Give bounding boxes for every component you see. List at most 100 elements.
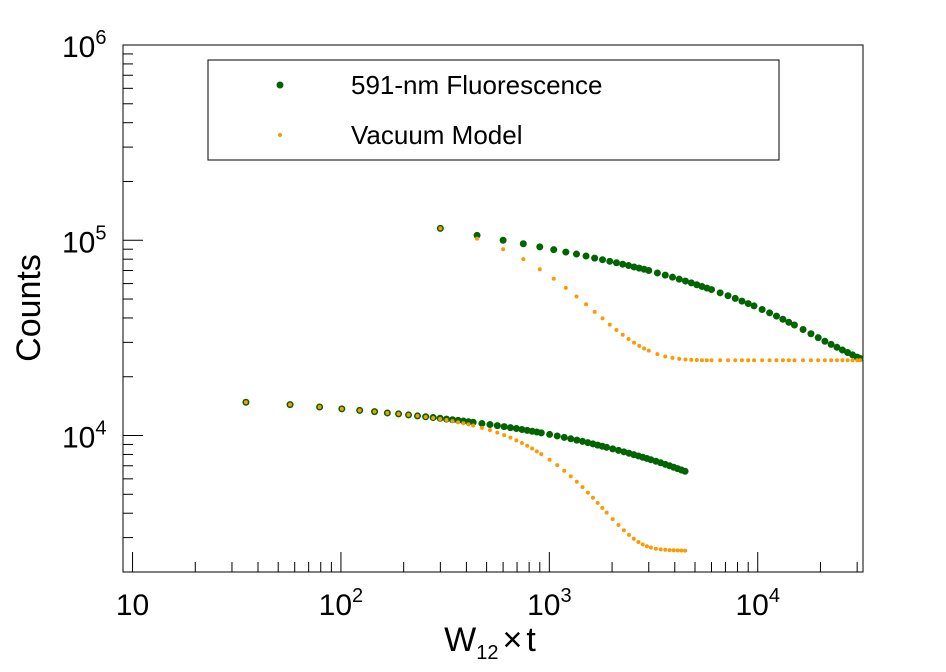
data-point [609,445,617,453]
data-point [479,425,484,430]
data-point [636,539,641,544]
data-point [562,248,570,256]
data-point [838,346,846,354]
data-point [667,548,672,553]
data-point [487,428,492,433]
data-point [584,302,589,307]
data-point [610,517,615,522]
axis-ticks [122,44,858,573]
data-point [790,321,798,329]
data-point [716,289,724,297]
data-point [288,402,293,407]
data-point [595,500,600,505]
data-point [779,315,787,323]
data-point [600,505,605,510]
data-point [792,358,797,363]
data-point [646,348,651,353]
data-point [799,326,807,334]
data-point [574,479,579,484]
data-point [648,545,653,550]
data-point [785,318,793,326]
legend-label-vacuum-model: Vacuum Model [351,120,523,150]
data-point [582,252,590,260]
y-tick-label: 105 [62,222,107,259]
data-point [438,417,443,422]
data-point [243,400,248,405]
data-point [653,269,661,277]
data-point [539,452,544,457]
data-point [456,420,461,425]
data-point [475,236,480,241]
data-point [501,247,506,252]
data-point [357,408,362,413]
data-point [534,449,539,454]
data-point [675,275,683,283]
data-point [807,330,815,338]
data-point [317,404,322,409]
data-point [592,309,597,314]
data-point [739,358,744,363]
data-point [471,423,476,428]
data-point [521,257,526,262]
data-point [677,356,682,361]
data-point [675,548,680,553]
data-point [699,358,704,363]
data-point [642,346,647,351]
data-point [694,358,699,363]
data-point [681,467,689,475]
data-point [574,294,579,299]
tick-labels: 10 102 103 104 104 105 106 [62,27,780,622]
data-point [822,358,827,363]
data-point [563,285,568,290]
data-point [758,305,766,313]
data-point [530,446,535,451]
data-point [738,297,746,305]
data-point [546,430,554,438]
data-point [431,415,436,420]
data-point [603,443,611,451]
legend-marker-vacuum-model [278,133,282,137]
data-point [550,246,558,254]
data-point [671,548,676,553]
data-point [670,355,675,360]
data-point [663,354,668,359]
data-point [808,358,813,363]
data-point [514,438,519,443]
data-point [568,474,573,479]
data-point [833,343,841,351]
data-point [525,443,530,448]
data-point [585,490,590,495]
legend: 591-nm Fluorescence Vacuum Model [207,59,780,161]
legend-label-fluorescence: 591-nm Fluorescence [351,70,602,100]
data-point [731,294,739,302]
data-point [661,271,669,279]
data-point [438,226,443,231]
plot-frame [122,44,864,573]
data-point [709,358,714,363]
data-point [774,358,779,363]
data-point [562,468,567,473]
data-point [663,547,668,552]
data-point [772,312,780,320]
data-point [415,413,420,418]
data-point [536,243,544,251]
data-point [508,435,513,440]
data-point [547,457,552,462]
data-point [461,421,466,426]
data-point [537,267,542,272]
data-point [834,358,839,363]
data-point [626,532,631,537]
data-point [606,257,614,265]
data-point [752,358,757,363]
data-point [406,412,411,417]
data-point [553,432,561,440]
data-point [567,435,575,443]
data-point [573,436,581,444]
data-point [385,410,390,415]
data-point [801,358,806,363]
x-tick-label: 102 [319,585,364,622]
data-points [242,224,864,553]
data-point [600,316,605,321]
data-point [855,358,860,363]
